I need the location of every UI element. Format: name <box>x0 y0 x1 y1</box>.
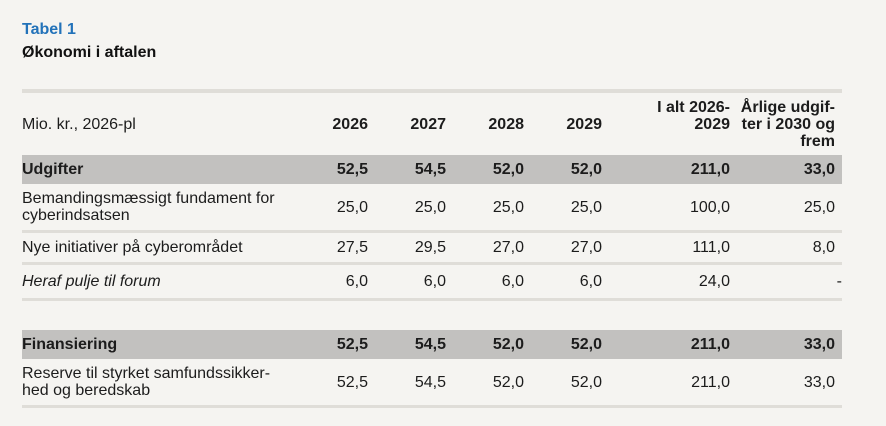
row-label: Udgifter <box>22 155 292 184</box>
table-row: Finansiering 52,5 54,5 52,0 52,0 211,0 33,0 <box>22 330 842 359</box>
column-header-2029: 2029 <box>566 116 602 133</box>
cell-value: 24,0 <box>602 263 730 301</box>
column-header-2027: 2027 <box>410 116 446 133</box>
cell-value: 52,0 <box>524 330 602 359</box>
cell-value: 25,0 <box>730 184 842 233</box>
table-title: Økonomi i aftalen <box>22 44 157 61</box>
table-row: Nye initiativer på cyberområdet 27,5 29,5 2… <box>22 231 842 265</box>
cell-value: 111,0 <box>602 231 730 265</box>
cell-value: 52,5 <box>292 359 368 408</box>
column-header-total-2026-2029: I alt 2026- 2029 <box>657 99 730 133</box>
cell-value: 54,5 <box>368 359 446 408</box>
cell-value: 25,0 <box>368 184 446 233</box>
cell-value: 211,0 <box>602 155 730 184</box>
cell-value: 33,0 <box>730 155 842 184</box>
cell-value: 52,5 <box>292 155 392 184</box>
table-label: Tabel 1 <box>22 21 76 38</box>
cell-value: 52,0 <box>446 155 524 184</box>
cell-value: 27,5 <box>292 231 368 265</box>
cell-value: 33,0 <box>730 330 842 359</box>
cell-value: 6,0 <box>368 263 446 301</box>
cell-value: 33,0 <box>730 359 842 408</box>
cell-value: 211,0 <box>602 359 730 408</box>
cell-value: 29,5 <box>368 231 446 265</box>
table-row: Heraf pulje til forum 6,0 6,0 6,0 6,0 24,0- <box>22 263 842 301</box>
cell-value: 52,0 <box>524 155 602 184</box>
row-label: Nye initiativer på cyberområdet <box>22 231 292 265</box>
cell-value: 54,5 <box>368 155 446 184</box>
unit-header: Mio. kr., 2026-pl <box>22 116 136 133</box>
cell-value: 52,0 <box>446 330 524 359</box>
table-row: Reserve til styrket samfundssikker-hed o… <box>22 359 842 408</box>
row-label: Finansiering <box>22 330 292 359</box>
cell-value: 25,0 <box>292 184 368 233</box>
column-header-annual-2030-onward: Årlige udgif-ter i 2030 og frem <box>740 99 835 150</box>
table-header-row: Mio. kr., 2026-pl 2026 2027 2028 2029 I alt 2… <box>22 93 842 155</box>
cell-value: 8,0 <box>730 231 842 265</box>
cell-value: 6,0 <box>292 263 368 301</box>
table-row <box>22 300 842 331</box>
row-label: Heraf pulje til forum <box>22 263 292 301</box>
column-header-2026: 2026 <box>332 116 368 133</box>
spacer-cell <box>22 300 842 331</box>
cell-value: 25,0 <box>524 184 602 233</box>
table-row: Udgifter 52,5 54,5 52,0 52,0 211,0 33,0 <box>22 155 842 184</box>
row-label: Bemandingsmæssigt fundament for cyberinds… <box>22 184 292 233</box>
cell-value: 52,0 <box>446 359 524 408</box>
cell-value: 27,0 <box>524 231 602 265</box>
cell-value: 25,0 <box>446 184 524 233</box>
table-top-rule <box>22 89 842 93</box>
cell-value: 6,0 <box>524 263 602 301</box>
row-label: Reserve til styrket samfundssikker-hed o… <box>22 359 292 408</box>
cell-value: 211,0 <box>602 330 730 359</box>
cell-value: 52,0 <box>524 359 602 408</box>
cell-value: 27,0 <box>446 231 524 265</box>
economy-table: Mio. kr., 2026-pl 2026 2027 2028 2029 I alt 2… <box>22 93 842 408</box>
cell-value: 6,0 <box>446 263 524 301</box>
column-header-2028: 2028 <box>488 116 524 133</box>
cell-value: 54,5 <box>368 330 446 359</box>
cell-value: - <box>730 263 842 301</box>
cell-value: 100,0 <box>602 184 730 233</box>
cell-value: 52,5 <box>292 330 368 359</box>
table-row: Bemandingsmæssigt fundament for cyberinds… <box>22 184 842 233</box>
